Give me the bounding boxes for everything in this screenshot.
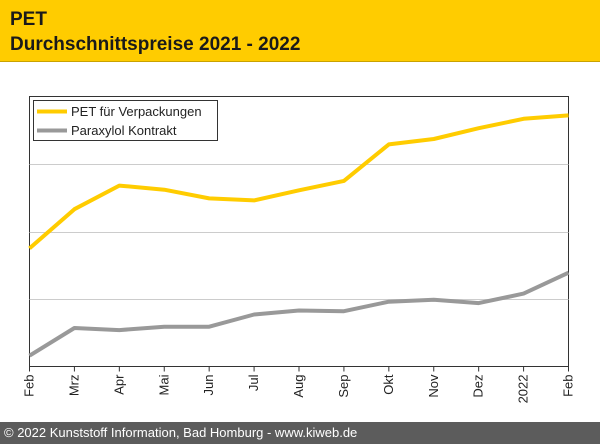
x-tick-label: Mrz bbox=[66, 375, 81, 397]
legend-box bbox=[33, 100, 218, 141]
page-subtitle: Durchschnittspreise 2021 - 2022 bbox=[10, 34, 301, 55]
series-group bbox=[28, 113, 570, 358]
plot-frame bbox=[29, 96, 569, 367]
x-tick-label: Feb bbox=[561, 375, 576, 397]
copyright-text: © 2022 Kunststoff Information, Bad Hombu… bbox=[4, 425, 358, 440]
footer-bar: © 2022 Kunststoff Information, Bad Hombu… bbox=[0, 422, 600, 444]
x-tick-label: Aug bbox=[291, 375, 306, 398]
x-axis-ticks bbox=[29, 366, 569, 372]
x-tick-label: Jul bbox=[246, 374, 261, 391]
x-tick-label: Dez bbox=[471, 375, 486, 398]
x-tick-label: Feb bbox=[22, 375, 37, 397]
x-tick-label: Sep bbox=[336, 375, 351, 398]
legend-label-pet: PET für Verpackungen bbox=[71, 104, 202, 119]
page-title: PET bbox=[10, 9, 47, 30]
x-tick-label: Mai bbox=[156, 374, 171, 395]
x-axis-labels: Feb Mrz Apr Mai Jun Jul Aug Sep Okt Nov Dez 2022 Feb bbox=[22, 374, 576, 404]
x-tick-label: Apr bbox=[111, 374, 126, 395]
header-bar: PET Durchschnittspreise 2021 - 2022 bbox=[0, 0, 600, 62]
chart-area: Feb Mrz Apr Mai Jun Jul Aug Sep Okt Nov Dez 2022 Feb… bbox=[0, 62, 600, 422]
x-tick-label: Jun bbox=[201, 375, 216, 396]
line-chart: Feb Mrz Apr Mai Jun Jul Aug Sep Okt Nov Dez 2022 Feb… bbox=[22, 96, 576, 404]
x-tick-label: 2022 bbox=[516, 375, 531, 404]
x-tick-label: Okt bbox=[381, 374, 396, 395]
legend-label-paraxylol: Paraxylol Kontrakt bbox=[71, 123, 177, 138]
x-tick-label: Nov bbox=[426, 374, 441, 398]
grid-lines bbox=[29, 164, 569, 300]
legend: PET für Verpackungen Paraxylol Kontrakt bbox=[33, 100, 218, 141]
